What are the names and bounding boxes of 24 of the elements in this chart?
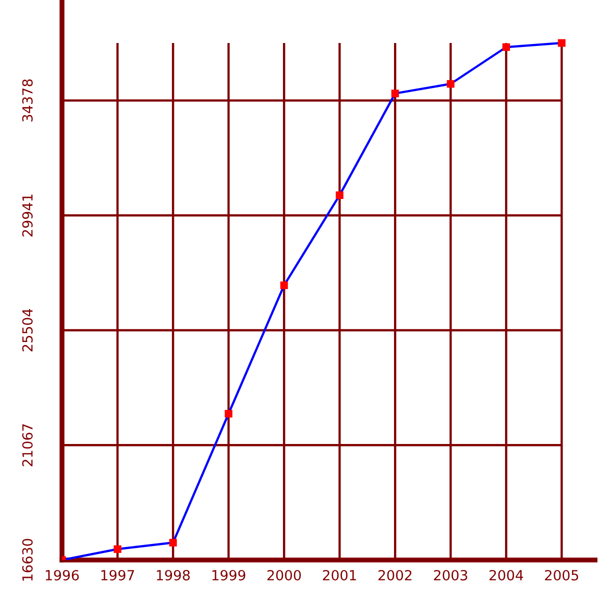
point xyxy=(336,191,344,200)
point xyxy=(558,39,566,47)
y-tick-label: 29941 xyxy=(22,194,33,236)
point xyxy=(224,410,232,418)
x-tick-label: 1999 xyxy=(212,570,246,580)
x-tick-label: 2004 xyxy=(490,570,524,580)
x-tick-label: 2005 xyxy=(545,570,578,580)
point xyxy=(280,282,288,290)
point xyxy=(502,43,510,51)
x-tick-label: 1997 xyxy=(101,570,134,580)
x-tick-label: 2002 xyxy=(378,570,412,580)
point xyxy=(169,538,177,546)
point xyxy=(114,545,122,553)
point xyxy=(446,80,454,88)
y-tick-label: 25504 xyxy=(22,308,33,352)
y-tick-label: 16630 xyxy=(22,538,33,581)
x-tick-label: 2003 xyxy=(434,570,468,580)
y-tick-label: 34378 xyxy=(22,79,33,122)
x-tick-label: 2001 xyxy=(322,570,356,580)
x-tick-label: 1996 xyxy=(46,570,79,580)
x-tick-label: 2000 xyxy=(267,570,301,580)
x-tick-label: 1998 xyxy=(156,570,190,580)
point xyxy=(391,90,399,98)
y-tick-label: 21067 xyxy=(22,424,33,466)
